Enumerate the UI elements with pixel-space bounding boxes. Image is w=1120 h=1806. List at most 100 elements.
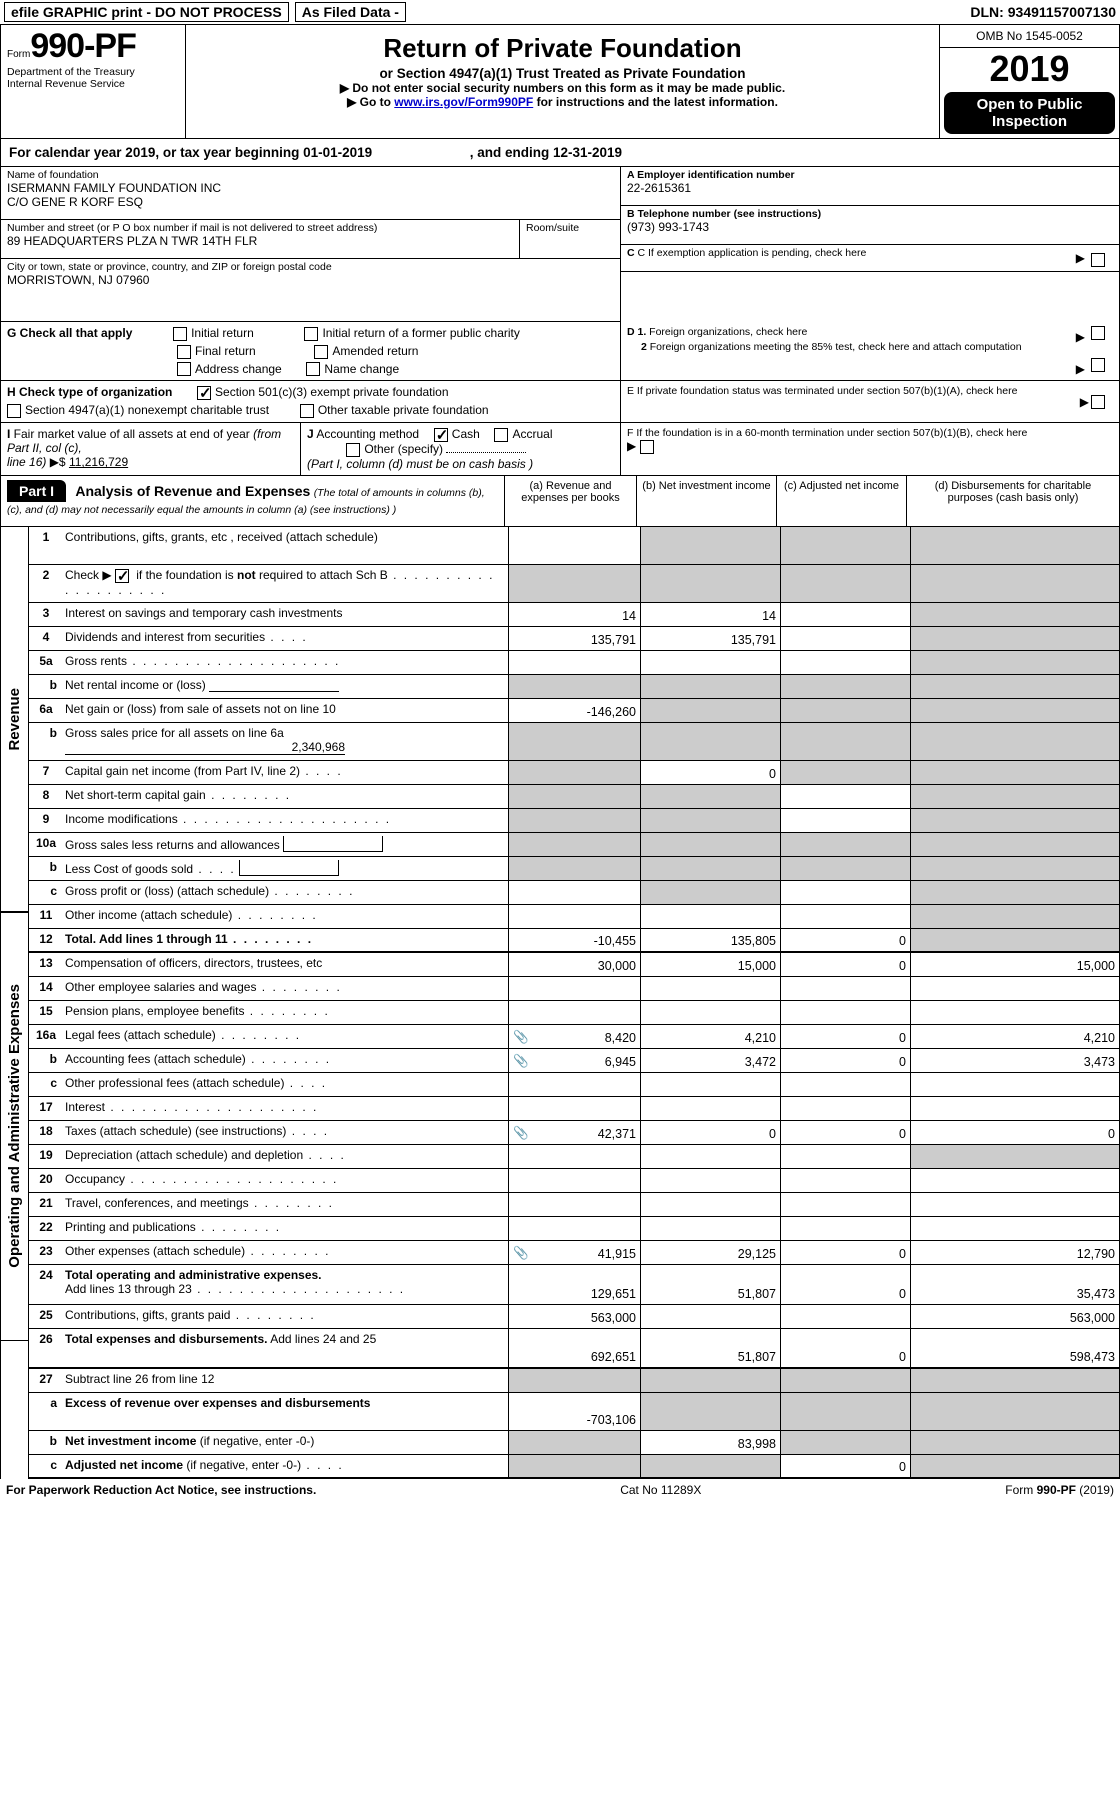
ck-other-taxable[interactable] <box>300 404 314 418</box>
num: 16a <box>29 1025 63 1048</box>
dln-value: 93491157007130 <box>1008 4 1116 20</box>
opt-amended: Amended return <box>332 344 418 358</box>
city-label: City or town, state or province, country… <box>7 261 614 273</box>
ck-amended[interactable] <box>314 345 328 359</box>
box-h-label: H Check type of organization <box>7 385 172 399</box>
ck-accrual[interactable] <box>494 428 508 442</box>
calendar-year-row: For calendar year 2019, or tax year begi… <box>0 139 1120 167</box>
box-a-label: A Employer identification number <box>627 169 1113 181</box>
desc: Less Cost of goods sold <box>63 857 508 880</box>
ck-f[interactable] <box>640 440 654 454</box>
line-18: 18Taxes (attach schedule) (see instructi… <box>28 1121 1120 1145</box>
header-note-1: ▶ Do not enter social security numbers o… <box>194 81 931 95</box>
num: b <box>29 723 63 760</box>
desc: Capital gain net income (from Part IV, l… <box>63 761 508 784</box>
attachment-icon[interactable]: 📎 <box>513 1246 529 1261</box>
ck-address-change[interactable] <box>177 362 191 376</box>
part-1-header: Part I Analysis of Revenue and Expenses … <box>0 476 1120 527</box>
ck-cash[interactable] <box>434 428 448 442</box>
ck-initial-return[interactable] <box>173 327 187 341</box>
box-h: H Check type of organization Section 501… <box>7 385 614 400</box>
val-a: 📎8,420 <box>509 1025 641 1048</box>
desc: Taxes (attach schedule) (see instruction… <box>63 1121 508 1144</box>
val-a: 563,000 <box>509 1305 641 1328</box>
val-b: 0 <box>641 761 781 784</box>
num: 26 <box>29 1329 63 1367</box>
row-h-e: H Check type of organization Section 501… <box>0 381 1120 423</box>
box-a: A Employer identification number 22-2615… <box>621 167 1119 206</box>
val-d: 12,790 <box>911 1241 1119 1264</box>
ck-d1[interactable] <box>1091 326 1105 340</box>
val-b: 14 <box>641 603 781 626</box>
attachment-icon[interactable]: 📎 <box>513 1054 529 1069</box>
val-b: 51,807 <box>641 1265 781 1304</box>
ck-other-method[interactable] <box>346 443 360 457</box>
num: 2 <box>29 565 63 602</box>
arrow-icon: ▶ <box>627 439 636 453</box>
desc: Occupancy <box>63 1169 508 1192</box>
opt-name-change: Name change <box>324 362 399 376</box>
val-d: 3,473 <box>911 1049 1119 1072</box>
attachment-icon[interactable]: 📎 <box>513 1126 529 1141</box>
val-b: 4,210 <box>641 1025 781 1048</box>
irs-link[interactable]: www.irs.gov/Form990PF <box>394 95 533 109</box>
line-16b: bAccounting fees (attach schedule) 📎6,94… <box>28 1049 1120 1073</box>
form-number: 990-PF <box>30 27 136 65</box>
part-1-body: Revenue Operating and Administrative Exp… <box>0 527 1120 1479</box>
line-9: 9Income modifications <box>28 809 1120 833</box>
ein-value: 22-2615361 <box>627 181 1113 195</box>
phone-value: (973) 993-1743 <box>627 220 1113 234</box>
header-note-2: ▶ Go to www.irs.gov/Form990PF for instru… <box>194 95 931 109</box>
dept-treasury: Department of the Treasury <box>7 66 179 78</box>
desc: Gross sales less returns and allowances <box>63 833 508 856</box>
line-5b: bNet rental income or (loss) <box>28 675 1120 699</box>
num: b <box>29 675 63 698</box>
val-d: 598,473 <box>911 1329 1119 1367</box>
box-e-label: E If private foundation status was termi… <box>627 385 1113 397</box>
ck-initial-former[interactable] <box>304 327 318 341</box>
line-27a: aExcess of revenue over expenses and dis… <box>28 1393 1120 1431</box>
val-c: 0 <box>781 1049 911 1072</box>
line-8: 8Net short-term capital gain <box>28 785 1120 809</box>
opt-4947: Section 4947(a)(1) nonexempt charitable … <box>25 403 269 417</box>
part-1-title: Analysis of Revenue and Expenses <box>75 483 310 499</box>
ck-e[interactable] <box>1091 395 1105 409</box>
val-b: 135,805 <box>641 929 781 951</box>
line-25: 25Contributions, gifts, grants paid 563,… <box>28 1305 1120 1329</box>
opt-other-method: Other (specify) <box>364 442 443 456</box>
ck-name-change[interactable] <box>306 362 320 376</box>
desc: Other expenses (attach schedule) <box>63 1241 508 1264</box>
val-c: 0 <box>781 1455 911 1477</box>
part-1-tab: Part I <box>7 480 66 502</box>
line-4: 4Dividends and interest from securities … <box>28 627 1120 651</box>
num: 4 <box>29 627 63 650</box>
val-b: 135,791 <box>641 627 781 650</box>
ck-d2[interactable] <box>1091 358 1105 372</box>
num: b <box>29 1049 63 1072</box>
desc: Pension plans, employee benefits <box>63 1001 508 1024</box>
line-10a: 10aGross sales less returns and allowanc… <box>28 833 1120 857</box>
val-a: -10,455 <box>509 929 641 951</box>
ck-schb[interactable] <box>115 569 129 583</box>
box-f-label: F If the foundation is in a 60-month ter… <box>627 427 1113 439</box>
desc: Gross sales price for all assets on line… <box>63 723 508 760</box>
side-labels: Revenue Operating and Administrative Exp… <box>0 527 28 1479</box>
line-19: 19Depreciation (attach schedule) and dep… <box>28 1145 1120 1169</box>
box-c-checkbox[interactable] <box>1091 253 1105 267</box>
attachment-icon[interactable]: 📎 <box>513 1030 529 1045</box>
num: 15 <box>29 1001 63 1024</box>
desc: Other employee salaries and wages <box>63 977 508 1000</box>
desc: Net short-term capital gain <box>63 785 508 808</box>
ck-501c3[interactable] <box>197 386 211 400</box>
desc: Gross profit or (loss) (attach schedule) <box>63 881 508 904</box>
val-a: 129,651 <box>509 1265 641 1304</box>
line-5a: 5aGross rents <box>28 651 1120 675</box>
line-1: 1Contributions, gifts, grants, etc , rec… <box>28 527 1120 565</box>
ck-final-return[interactable] <box>177 345 191 359</box>
line-24: 24Total operating and administrative exp… <box>28 1265 1120 1305</box>
ck-4947[interactable] <box>7 404 21 418</box>
val-a: -703,106 <box>509 1393 641 1430</box>
val-b: 15,000 <box>641 953 781 976</box>
irs-label: Internal Revenue Service <box>7 78 179 90</box>
desc: Excess of revenue over expenses and disb… <box>63 1393 508 1430</box>
